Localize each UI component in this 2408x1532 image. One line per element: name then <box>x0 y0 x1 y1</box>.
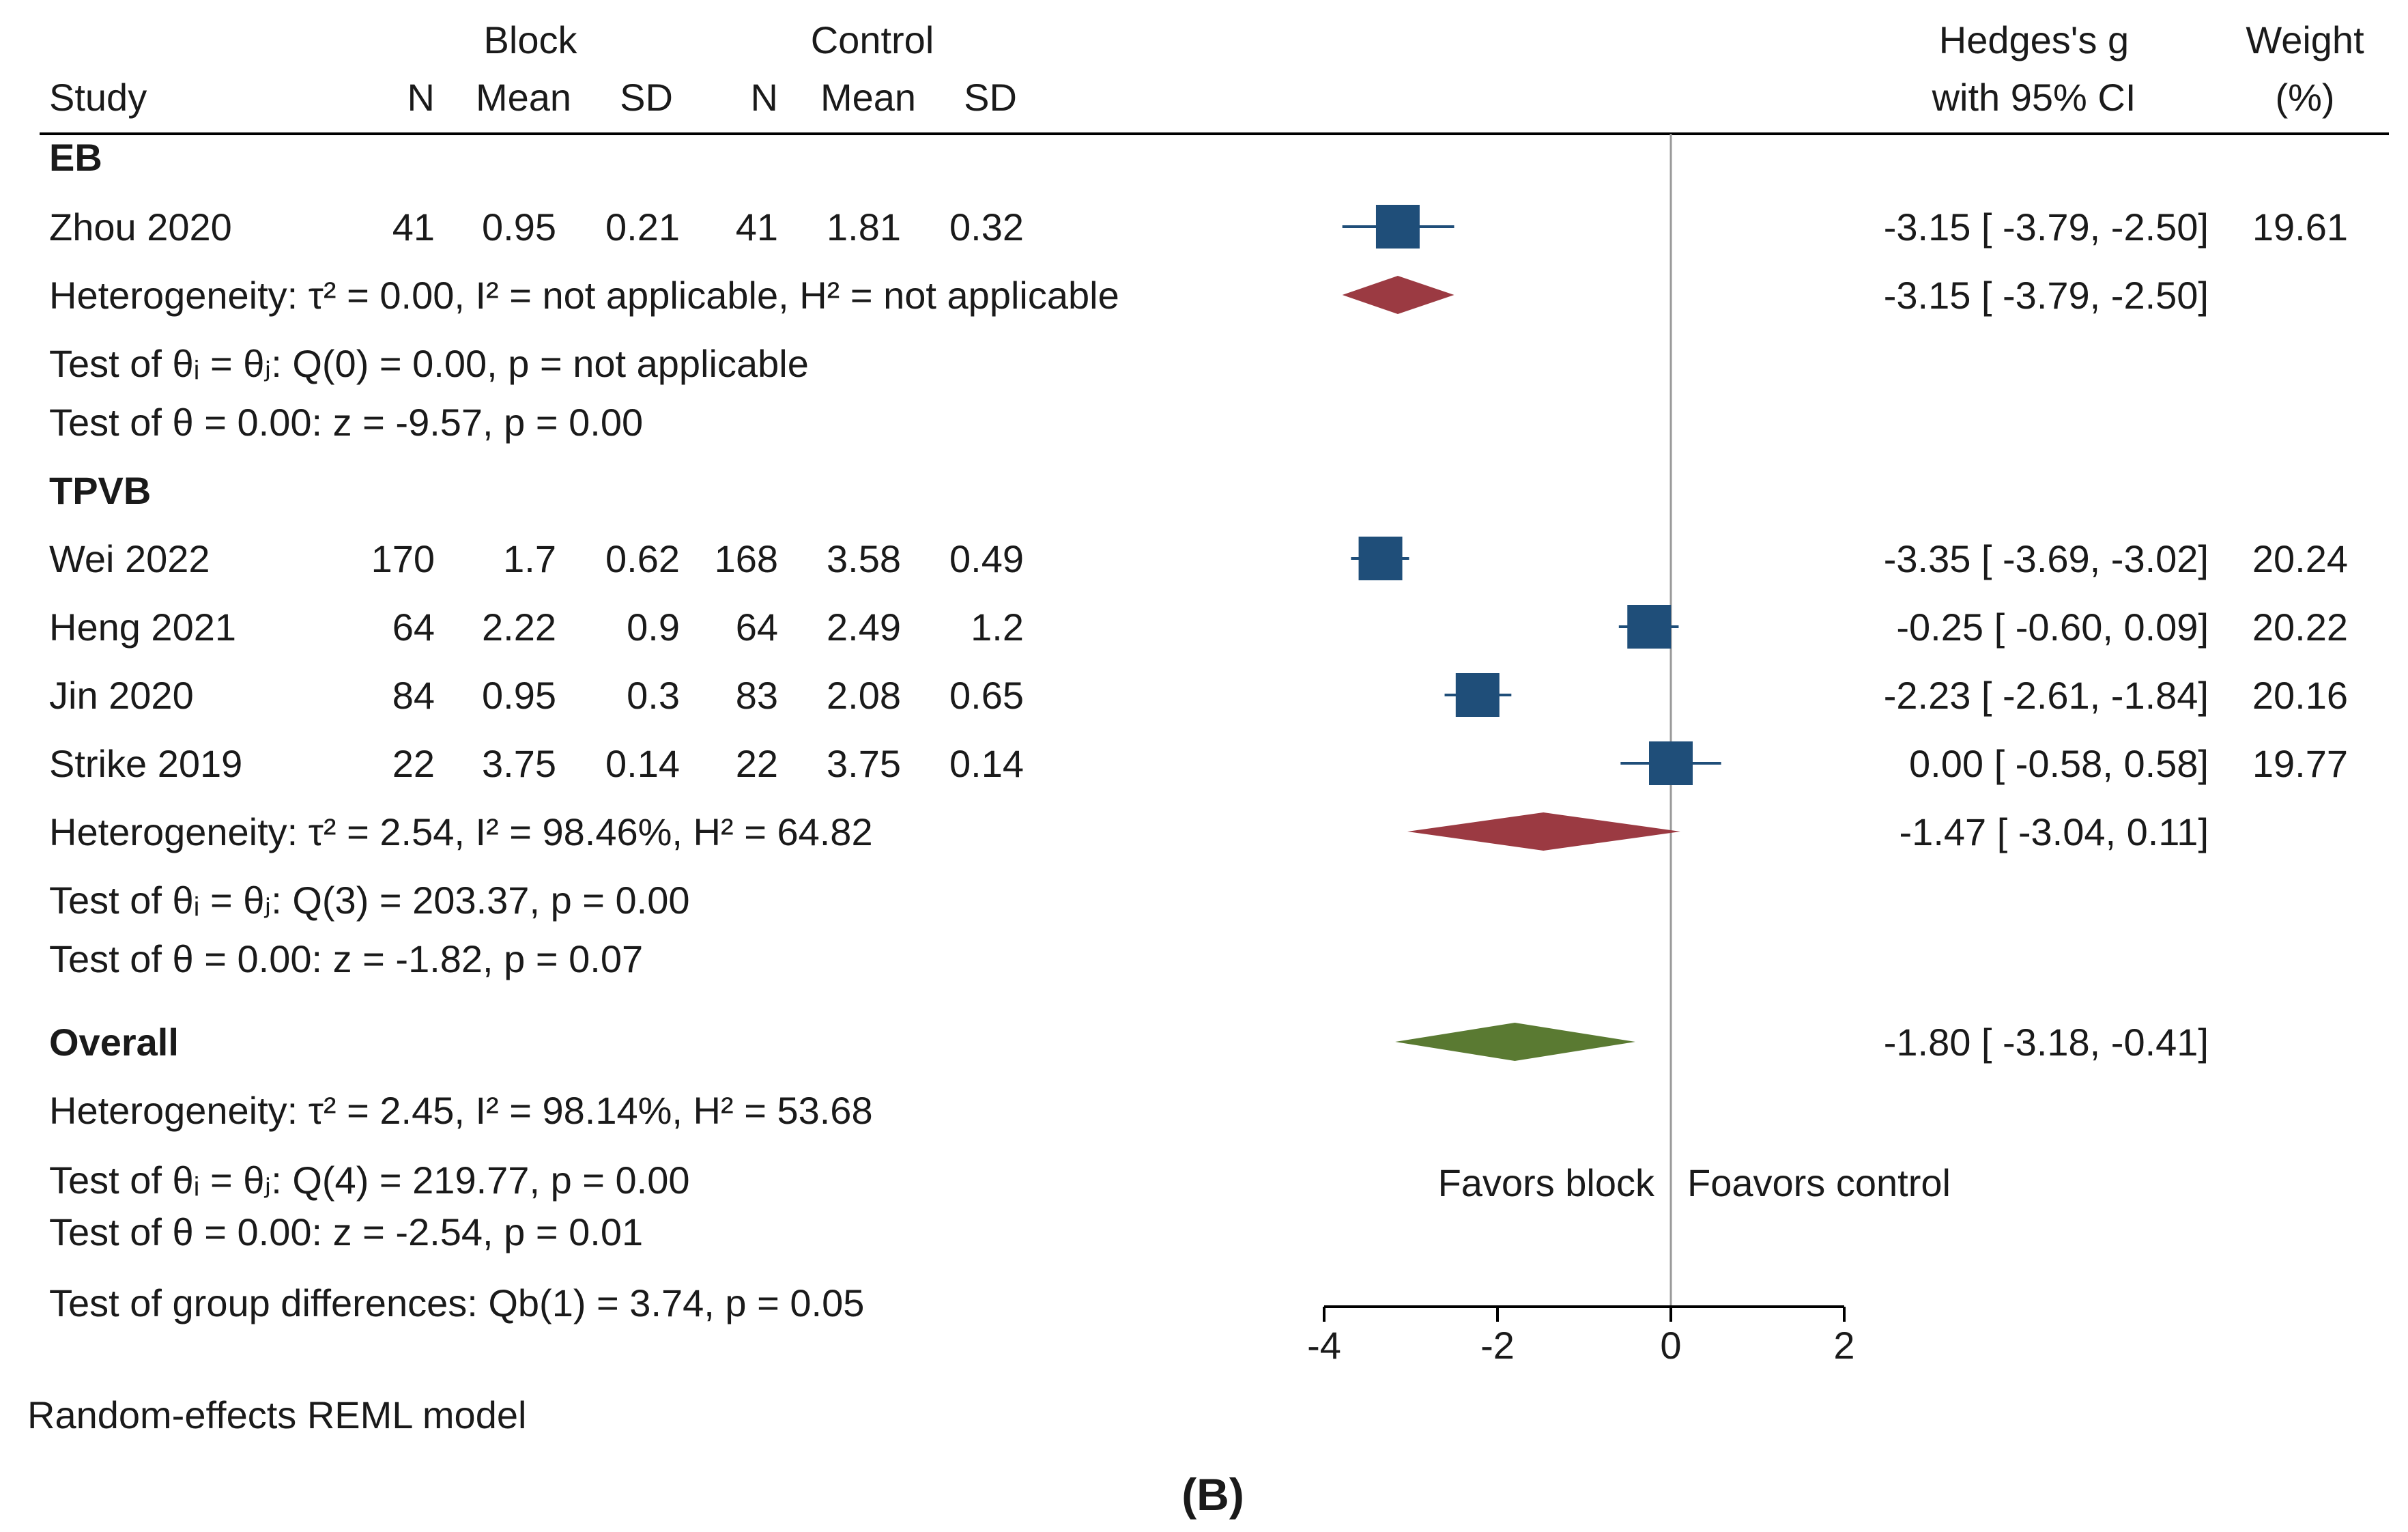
control-mean-heng-2021: 2.49 <box>827 606 901 649</box>
weight-strike-2019: 19.77 <box>2252 742 2348 785</box>
control-n-zhou-2020: 41 <box>736 205 778 249</box>
block-sd-zhou-2020: 0.21 <box>605 205 680 249</box>
pooled-ci-eb: -3.15 [ -3.79, -2.50] <box>1884 274 2209 317</box>
block-mean-wei-2022: 1.7 <box>503 537 556 580</box>
effect-ci-zhou-2020: -3.15 [ -3.79, -2.50] <box>1884 205 2209 249</box>
control-mean-zhou-2020: 1.81 <box>827 205 901 249</box>
effect-box-heng-2021 <box>1627 605 1672 649</box>
overall-test-equal: Test of θᵢ = θⱼ: Q(4) = 219.77, p = 0.00 <box>49 1159 690 1202</box>
effect-box-wei-2022 <box>1358 537 1403 580</box>
forest-rows: EB Zhou 2020 41 0.95 0.21 41 1.81 0.32 -3.15 [ -… <box>49 136 2348 1324</box>
model-footnote: Random-effects REML model <box>27 1393 526 1436</box>
study-label-strike-2019: Strike 2019 <box>49 742 242 785</box>
header-weight-line1: Weight <box>2246 18 2364 61</box>
group-differences: Test of group differences: Qb(1) = 3.74,… <box>49 1281 864 1324</box>
control-mean-wei-2022: 3.58 <box>827 537 901 580</box>
test-equal-eb: Test of θᵢ = θⱼ: Q(0) = 0.00, p = not ap… <box>49 342 809 385</box>
header-study: Study <box>49 76 147 119</box>
heterogeneity-eb: Heterogeneity: τ² = 0.00, I² = not appli… <box>49 274 1119 317</box>
test-zero-eb: Test of θ = 0.00: z = -9.57, p = 0.00 <box>49 401 643 444</box>
control-n-wei-2022: 168 <box>715 537 778 580</box>
effect-ci-wei-2022: -3.35 [ -3.69, -3.02] <box>1884 537 2209 580</box>
header-block: Block <box>484 18 578 61</box>
pooled-diamond-tpvb <box>1407 812 1680 851</box>
header-weight-line2: (%) <box>2275 76 2334 119</box>
effect-box-zhou-2020 <box>1375 205 1420 249</box>
block-n-zhou-2020: 41 <box>392 205 435 249</box>
control-sd-heng-2021: 1.2 <box>971 606 1024 649</box>
weight-wei-2022: 20.24 <box>2252 537 2348 580</box>
control-sd-zhou-2020: 0.32 <box>949 205 1024 249</box>
group-label-eb: EB <box>49 136 102 179</box>
favors-left-label: Favors block <box>1438 1161 1655 1204</box>
control-sd-strike-2019: 0.14 <box>949 742 1024 785</box>
effect-box-strike-2019 <box>1649 741 1693 785</box>
x-tick-label--2: -2 <box>1480 1324 1515 1367</box>
control-sd-jin-2020: 0.65 <box>949 674 1024 717</box>
study-label-heng-2021: Heng 2021 <box>49 606 236 649</box>
header-effect-line2: with 95% CI <box>1932 76 2136 119</box>
block-n-heng-2021: 64 <box>392 606 435 649</box>
effect-ci-heng-2021: -0.25 [ -0.60, 0.09] <box>1896 606 2209 649</box>
header-block-n: N <box>407 76 435 119</box>
x-tick-label-2: 2 <box>1833 1324 1854 1367</box>
header-block-sd: SD <box>620 76 673 119</box>
header-control-mean: Mean <box>820 76 916 119</box>
block-sd-strike-2019: 0.14 <box>605 742 680 785</box>
header-control-n: N <box>751 76 778 119</box>
control-mean-strike-2019: 3.75 <box>827 742 901 785</box>
overall-label: Overall <box>49 1021 179 1064</box>
header-block-mean: Mean <box>476 76 571 119</box>
control-n-strike-2019: 22 <box>736 742 778 785</box>
test-zero-tpvb: Test of θ = 0.00: z = -1.82, p = 0.07 <box>49 937 643 980</box>
block-n-strike-2019: 22 <box>392 742 435 785</box>
block-mean-heng-2021: 2.22 <box>482 606 556 649</box>
block-n-jin-2020: 84 <box>392 674 435 717</box>
control-mean-jin-2020: 2.08 <box>827 674 901 717</box>
control-n-jin-2020: 83 <box>736 674 778 717</box>
pooled-ci-tpvb: -1.47 [ -3.04, 0.11] <box>1900 810 2209 853</box>
block-mean-strike-2019: 3.75 <box>482 742 556 785</box>
header-effect-line1: Hedges's g <box>1939 18 2129 61</box>
weight-zhou-2020: 19.61 <box>2252 205 2348 249</box>
study-label-wei-2022: Wei 2022 <box>49 537 210 580</box>
figure-caption: (B) <box>1181 1469 1244 1520</box>
block-sd-heng-2021: 0.9 <box>627 606 680 649</box>
effect-box-jin-2020 <box>1455 673 1500 717</box>
group-label-tpvb: TPVB <box>49 469 151 512</box>
x-axis-ticks: -4 -2 0 2 <box>1307 1307 1855 1367</box>
effect-ci-jin-2020: -2.23 [ -2.61, -1.84] <box>1884 674 2209 717</box>
block-mean-jin-2020: 0.95 <box>482 674 556 717</box>
header-control-sd: SD <box>964 76 1017 119</box>
pooled-diamond-eb <box>1342 276 1454 314</box>
weight-jin-2020: 20.16 <box>2252 674 2348 717</box>
block-n-wei-2022: 170 <box>371 537 435 580</box>
x-tick-label-0: 0 <box>1660 1324 1681 1367</box>
overall-ci: -1.80 [ -3.18, -0.41] <box>1884 1021 2209 1064</box>
overall-test-zero: Test of θ = 0.00: z = -2.54, p = 0.01 <box>49 1210 643 1253</box>
test-equal-tpvb: Test of θᵢ = θⱼ: Q(3) = 203.37, p = 0.00 <box>49 879 690 922</box>
weight-heng-2021: 20.22 <box>2252 606 2348 649</box>
overall-heterogeneity: Heterogeneity: τ² = 2.45, I² = 98.14%, H… <box>49 1089 873 1132</box>
study-label-zhou-2020: Zhou 2020 <box>49 205 232 249</box>
control-n-heng-2021: 64 <box>736 606 778 649</box>
control-sd-wei-2022: 0.49 <box>949 537 1024 580</box>
overall-diamond <box>1395 1023 1635 1061</box>
heterogeneity-tpvb: Heterogeneity: τ² = 2.54, I² = 98.46%, H… <box>49 810 873 853</box>
study-label-jin-2020: Jin 2020 <box>49 674 194 717</box>
effect-ci-strike-2019: 0.00 [ -0.58, 0.58] <box>1909 742 2209 785</box>
block-mean-zhou-2020: 0.95 <box>482 205 556 249</box>
block-sd-jin-2020: 0.3 <box>627 674 680 717</box>
block-sd-wei-2022: 0.62 <box>605 537 680 580</box>
header-control: Control <box>811 18 934 61</box>
favors-right-label: Foavors control <box>1687 1161 1951 1204</box>
x-tick-label--4: -4 <box>1307 1324 1341 1367</box>
